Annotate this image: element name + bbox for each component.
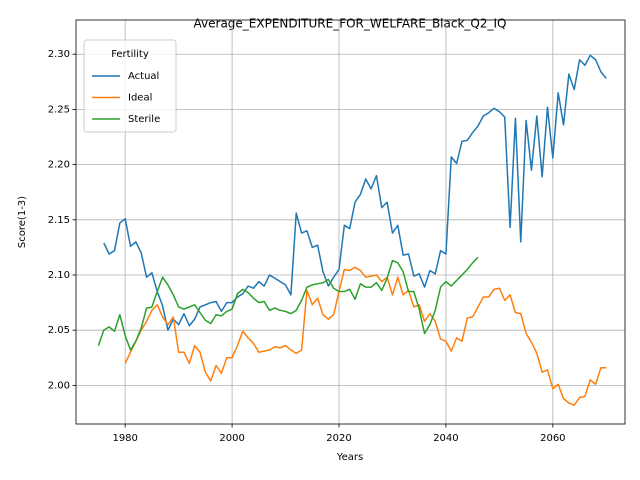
x-tick-label: 2020 — [326, 433, 351, 444]
legend: Fertility Actual Ideal Sterile — [83, 39, 177, 133]
x-axis-label: Years — [336, 452, 363, 463]
x-tick-label: 2060 — [540, 433, 565, 444]
y-tick-label: 2.15 — [48, 215, 70, 226]
y-tick-label: 2.10 — [48, 270, 70, 281]
legend-label: Actual — [128, 71, 159, 82]
x-tick-label: 2040 — [433, 433, 458, 444]
y-tick-label: 2.25 — [48, 104, 70, 115]
y-tick-label: 2.05 — [48, 325, 70, 336]
y-tick-label: 2.20 — [48, 160, 70, 171]
y-tick-label: 2.00 — [48, 380, 70, 391]
legend-box — [83, 39, 177, 133]
plot-frame — [75, 19, 626, 425]
legend-label: Ideal — [128, 93, 152, 104]
x-tick-label: 2000 — [219, 433, 244, 444]
y-tick-label: 2.30 — [48, 49, 70, 60]
x-tick-label: 1980 — [112, 433, 137, 444]
legend-label: Sterile — [128, 114, 160, 125]
series-line — [124, 266, 607, 406]
legend-title: Fertility — [111, 49, 149, 60]
series-line — [103, 54, 607, 331]
y-axis-label: Score(1-3) — [17, 196, 28, 248]
series-line — [97, 256, 479, 351]
chart-title: Average_EXPENDITURE_FOR_WELFARE_Black_Q2… — [194, 17, 507, 31]
